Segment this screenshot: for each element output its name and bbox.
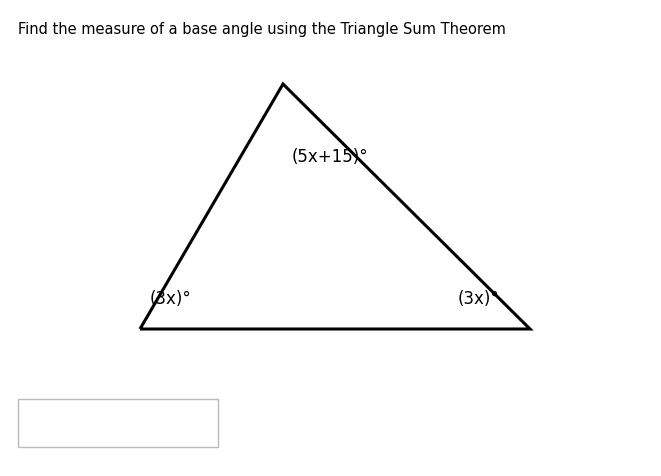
Text: (3x)°: (3x)° [458,289,500,307]
Text: (5x+15)°: (5x+15)° [292,148,369,166]
FancyBboxPatch shape [18,399,218,447]
Text: Find the measure of a base angle using the Triangle Sum Theorem: Find the measure of a base angle using t… [18,22,506,37]
Text: (3x)°: (3x)° [150,289,192,307]
